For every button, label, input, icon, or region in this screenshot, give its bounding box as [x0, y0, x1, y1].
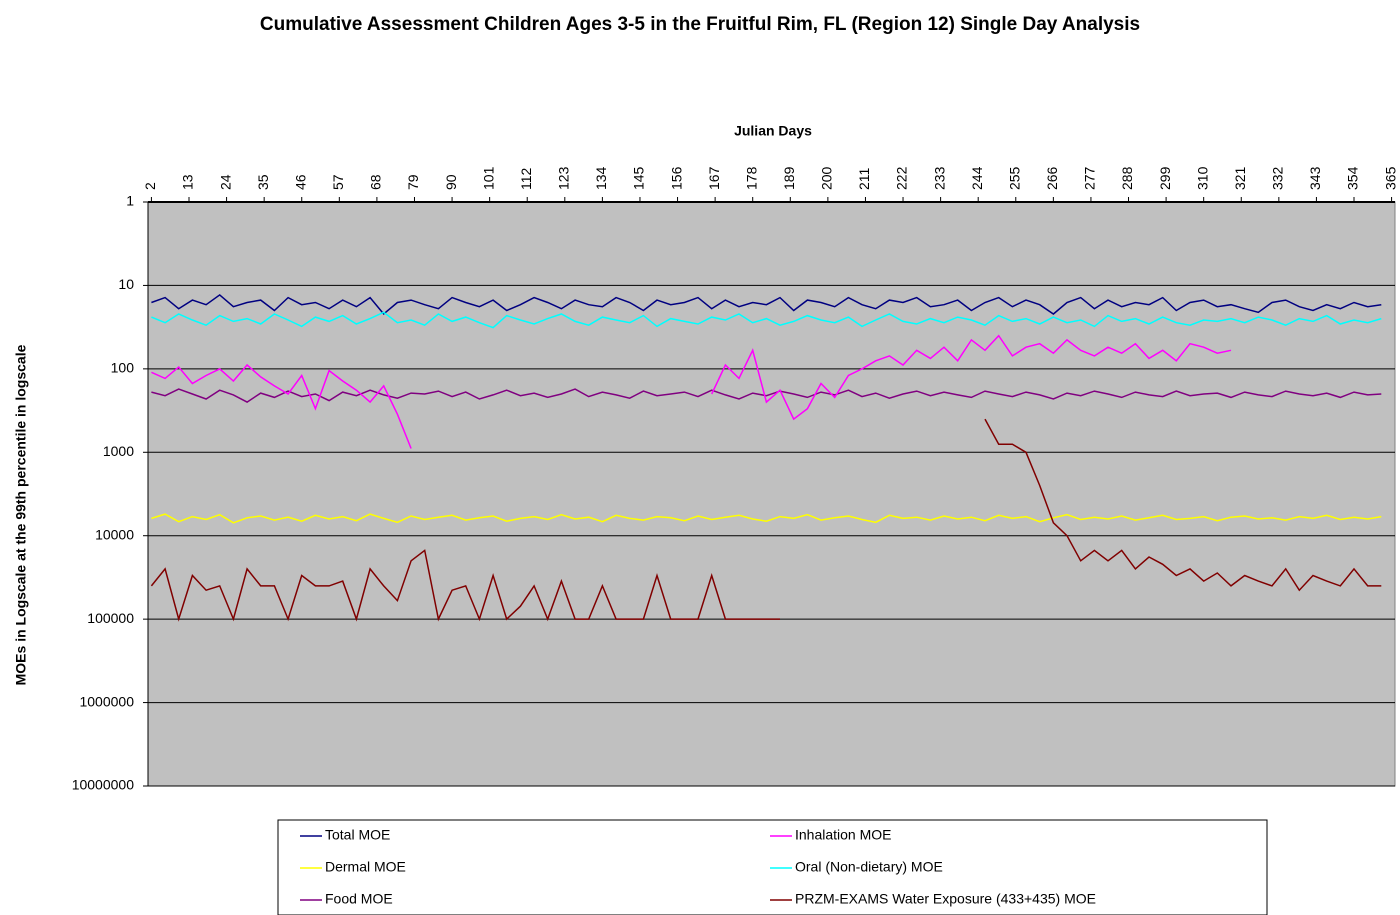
- series-line: [150, 418, 1382, 622]
- legend-label: Inhalation MOE: [795, 827, 892, 843]
- legend-label: Food MOE: [325, 891, 393, 907]
- x-tick-label: 57: [330, 174, 346, 190]
- y-axis-label: MOEs in Logscale at the 99th percentile …: [13, 344, 29, 685]
- legend-label: PRZM-EXAMS Water Exposure (433+435) MOE: [795, 891, 1096, 907]
- y-tick-label: 100000: [87, 610, 134, 626]
- x-tick-label: 321: [1232, 166, 1248, 190]
- legend-label: Total MOE: [325, 827, 390, 843]
- series-line: [151, 388, 1382, 403]
- x-tick-label: 167: [706, 166, 722, 190]
- x-tick-label: 13: [180, 174, 196, 190]
- x-tick-label: 354: [1345, 166, 1361, 190]
- x-tick-label: 112: [518, 167, 534, 190]
- x-tick-label: 101: [480, 166, 496, 190]
- x-tick-label: 90: [443, 174, 459, 190]
- y-tick-label: 100: [111, 360, 135, 376]
- x-tick-label: 189: [781, 166, 797, 190]
- x-tick-label: 299: [1157, 166, 1173, 190]
- x-tick-label: 244: [969, 166, 985, 190]
- x-tick-label: 332: [1270, 166, 1286, 190]
- legend-label: Oral (Non-dietary) MOE: [795, 859, 943, 875]
- x-tick-label: 134: [593, 166, 609, 190]
- x-tick-label: 255: [1006, 166, 1022, 190]
- x-tick-label: 310: [1194, 166, 1210, 190]
- x-tick-label: 365: [1382, 166, 1398, 190]
- x-tick-label: 68: [368, 174, 384, 190]
- y-tick-label: 10: [118, 276, 134, 292]
- x-tick-label: 222: [894, 166, 910, 190]
- x-tick-label: 2: [142, 182, 158, 190]
- plot-area: [147, 201, 1396, 787]
- y-tick-label: 1000: [103, 443, 134, 459]
- x-tick-label: 178: [743, 166, 759, 190]
- y-tick-label: 10000: [95, 526, 134, 542]
- x-tick-label: 288: [1119, 166, 1135, 190]
- series-line: [151, 513, 1382, 524]
- x-tick-label: 123: [556, 166, 572, 190]
- x-tick-label: 24: [217, 174, 233, 190]
- series-line: [151, 334, 1232, 449]
- x-tick-label: 233: [931, 166, 947, 190]
- y-tick-label: 10000000: [72, 777, 135, 793]
- chart-title: Cumulative Assessment Children Ages 3-5 …: [259, 14, 1141, 35]
- series-line: [151, 311, 1382, 329]
- x-axis-label: Julian Days: [734, 123, 812, 139]
- x-tick-label: 35: [255, 174, 271, 190]
- x-tick-label: 211: [856, 167, 872, 190]
- x-tick-label: 266: [1044, 166, 1060, 190]
- legend-label: Dermal MOE: [325, 859, 406, 875]
- x-tick-label: 46: [292, 174, 308, 190]
- y-tick-label: 1000000: [79, 693, 134, 709]
- x-tick-label: 156: [668, 166, 684, 190]
- x-tick-label: 343: [1307, 166, 1323, 190]
- x-tick-label: 79: [405, 174, 421, 190]
- x-tick-label: 200: [819, 166, 835, 190]
- y-tick-label: 1: [126, 193, 134, 209]
- series-line: [151, 293, 1382, 316]
- x-tick-label: 145: [631, 166, 647, 190]
- x-tick-label: 277: [1082, 166, 1098, 190]
